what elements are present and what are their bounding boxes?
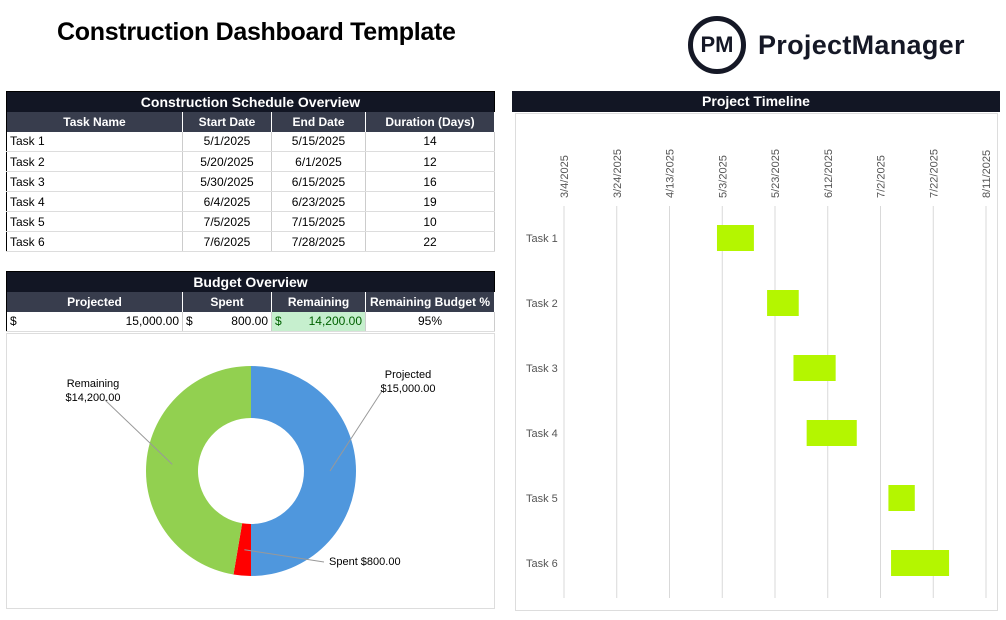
y-category-label: Task 3	[526, 363, 558, 375]
y-category-label: Task 6	[526, 558, 558, 570]
gantt-bar	[888, 485, 915, 511]
y-category-label: Task 2	[526, 298, 558, 310]
data-label-name: Projected	[385, 369, 431, 381]
col-end-date: End Date	[271, 111, 366, 132]
task-name-cell[interactable]: Task 6	[6, 231, 183, 252]
currency: $	[10, 314, 17, 329]
gantt-bar	[891, 550, 950, 576]
project-timeline-chart: 3/4/2025 3/24/2025 4/13/2025 5/3/2025 5/23/2…	[515, 113, 998, 611]
end-date-cell[interactable]: 6/15/2025	[271, 171, 366, 192]
leader-line	[244, 549, 325, 563]
col-start-date: Start Date	[182, 111, 272, 132]
start-date-cell[interactable]: 5/30/2025	[182, 171, 272, 192]
data-label-spent: Spent $800.00	[329, 556, 401, 568]
end-date-cell[interactable]: 7/28/2025	[271, 231, 366, 252]
x-tick-label: 7/22/2025	[928, 149, 940, 198]
table-row: Task 6 7/6/2025 7/28/2025 22	[6, 231, 495, 252]
remaining-pct-cell[interactable]: 95%	[365, 311, 495, 332]
x-tick-label: 3/24/2025	[612, 149, 624, 198]
leader-line	[104, 399, 173, 465]
donut-slice-projected	[251, 366, 356, 576]
projected-value: 15,000.00	[125, 314, 179, 329]
end-date-cell[interactable]: 6/23/2025	[271, 191, 366, 212]
currency: $	[186, 314, 193, 329]
end-date-cell[interactable]: 5/15/2025	[271, 131, 366, 152]
col-spent: Spent	[182, 291, 272, 312]
task-name-cell[interactable]: Task 2	[6, 151, 183, 172]
gantt-bar	[793, 355, 836, 381]
duration-cell[interactable]: 10	[365, 211, 495, 232]
duration-cell[interactable]: 22	[365, 231, 495, 252]
duration-cell[interactable]: 19	[365, 191, 495, 212]
table-row: Task 2 5/20/2025 6/1/2025 12	[6, 151, 495, 172]
col-task-name: Task Name	[6, 111, 183, 132]
task-name-cell[interactable]: Task 1	[6, 131, 183, 152]
spent-value: 800.00	[231, 314, 268, 329]
projected-cell[interactable]: $15,000.00	[6, 311, 183, 332]
remaining-cell[interactable]: $14,200.00	[271, 311, 366, 332]
budget-table: Budget Overview Projected Spent Remainin…	[6, 271, 495, 332]
x-tick-label: 5/23/2025	[770, 149, 782, 198]
x-tick-label: 7/2/2025	[876, 155, 888, 198]
col-remaining: Remaining	[271, 291, 366, 312]
start-date-cell[interactable]: 6/4/2025	[182, 191, 272, 212]
y-category-label: Task 5	[526, 493, 558, 505]
x-tick-label: 5/3/2025	[717, 155, 729, 198]
data-label-name: Remaining	[67, 378, 120, 390]
gantt-bar	[716, 225, 754, 251]
remaining-value: 14,200.00	[308, 314, 362, 329]
timeline-title: Project Timeline	[512, 91, 1000, 112]
end-date-cell[interactable]: 7/15/2025	[271, 211, 366, 232]
pm-logo-mark: PM	[688, 16, 746, 74]
start-date-cell[interactable]: 7/5/2025	[182, 211, 272, 232]
schedule-title: Construction Schedule Overview	[6, 91, 495, 112]
donut-slice-remaining	[145, 366, 251, 575]
spent-cell[interactable]: $800.00	[182, 311, 272, 332]
task-name-cell[interactable]: Task 4	[6, 191, 183, 212]
data-label-value: $14,200.00	[65, 392, 120, 404]
logo-name: ProjectManager	[758, 29, 965, 60]
start-date-cell[interactable]: 7/6/2025	[182, 231, 272, 252]
x-tick-label: 6/12/2025	[823, 149, 835, 198]
col-projected: Projected	[6, 291, 183, 312]
schedule-table: Construction Schedule Overview Task Name…	[6, 91, 495, 252]
donut-slice-spent	[233, 523, 251, 576]
gantt-bar	[767, 290, 799, 316]
col-remaining-pct: Remaining Budget %	[365, 291, 495, 312]
end-date-cell[interactable]: 6/1/2025	[271, 151, 366, 172]
table-row: Task 5 7/5/2025 7/15/2025 10	[6, 211, 495, 232]
x-tick-label: 4/13/2025	[665, 149, 677, 198]
task-name-cell[interactable]: Task 5	[6, 211, 183, 232]
data-label-value: $15,000.00	[380, 383, 435, 395]
duration-cell[interactable]: 16	[365, 171, 495, 192]
task-name-cell[interactable]: Task 3	[6, 171, 183, 192]
table-row: Task 4 6/4/2025 6/23/2025 19	[6, 191, 495, 212]
x-tick-label: 3/4/2025	[559, 155, 571, 198]
leader-line	[329, 390, 383, 472]
y-category-label: Task 1	[526, 233, 558, 245]
col-duration: Duration (Days)	[365, 111, 495, 132]
start-date-cell[interactable]: 5/1/2025	[182, 131, 272, 152]
gantt-bar	[806, 420, 857, 446]
budget-title: Budget Overview	[6, 271, 495, 292]
y-category-label: Task 4	[526, 428, 558, 440]
projectmanager-logo: PM ProjectManager	[688, 16, 965, 74]
table-row: Task 1 5/1/2025 5/15/2025 14	[6, 131, 495, 152]
currency: $	[275, 314, 282, 329]
duration-cell[interactable]: 14	[365, 131, 495, 152]
start-date-cell[interactable]: 5/20/2025	[182, 151, 272, 172]
budget-donut-chart: Projected $15,000.00 Spent $800.00 Remainin…	[6, 333, 495, 609]
x-tick-label: 8/11/2025	[981, 150, 993, 198]
page-title: Construction Dashboard Template	[57, 18, 456, 46]
table-row: Task 3 5/30/2025 6/15/2025 16	[6, 171, 495, 192]
duration-cell[interactable]: 12	[365, 151, 495, 172]
